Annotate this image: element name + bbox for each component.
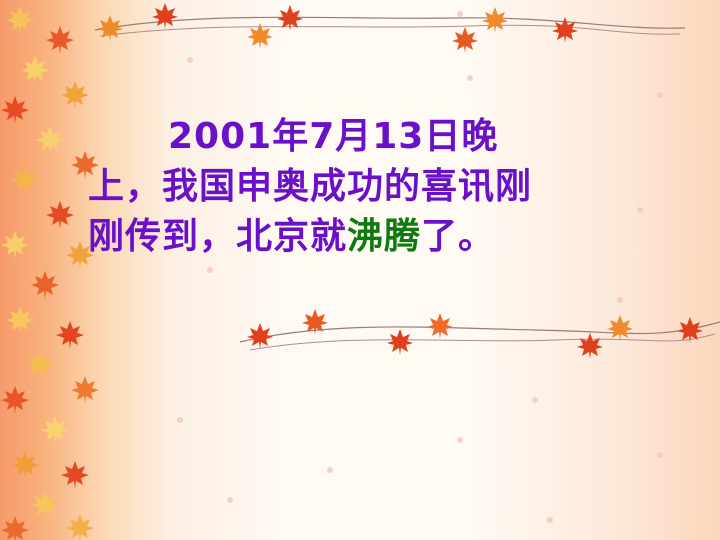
slide-text: 2001年7月13日晚 上，我国申奥成功的喜讯刚 刚传到，北京就沸腾了。 bbox=[88, 112, 678, 262]
text-line-3: 刚传到，北京就沸腾了。 bbox=[88, 212, 678, 262]
text-line-1: 2001年7月13日晚 bbox=[168, 116, 499, 157]
highlighted-word: 沸腾 bbox=[347, 216, 422, 257]
text-line-2: 上，我国申奥成功的喜讯刚 bbox=[88, 166, 533, 207]
middle-leaf-garland bbox=[239, 309, 720, 359]
text-line-3-start: 刚传到，北京就 bbox=[88, 216, 348, 257]
top-leaf-garland bbox=[94, 3, 686, 53]
maple-leaf-border bbox=[1, 6, 99, 540]
text-line-3-end: 了。 bbox=[421, 216, 496, 257]
